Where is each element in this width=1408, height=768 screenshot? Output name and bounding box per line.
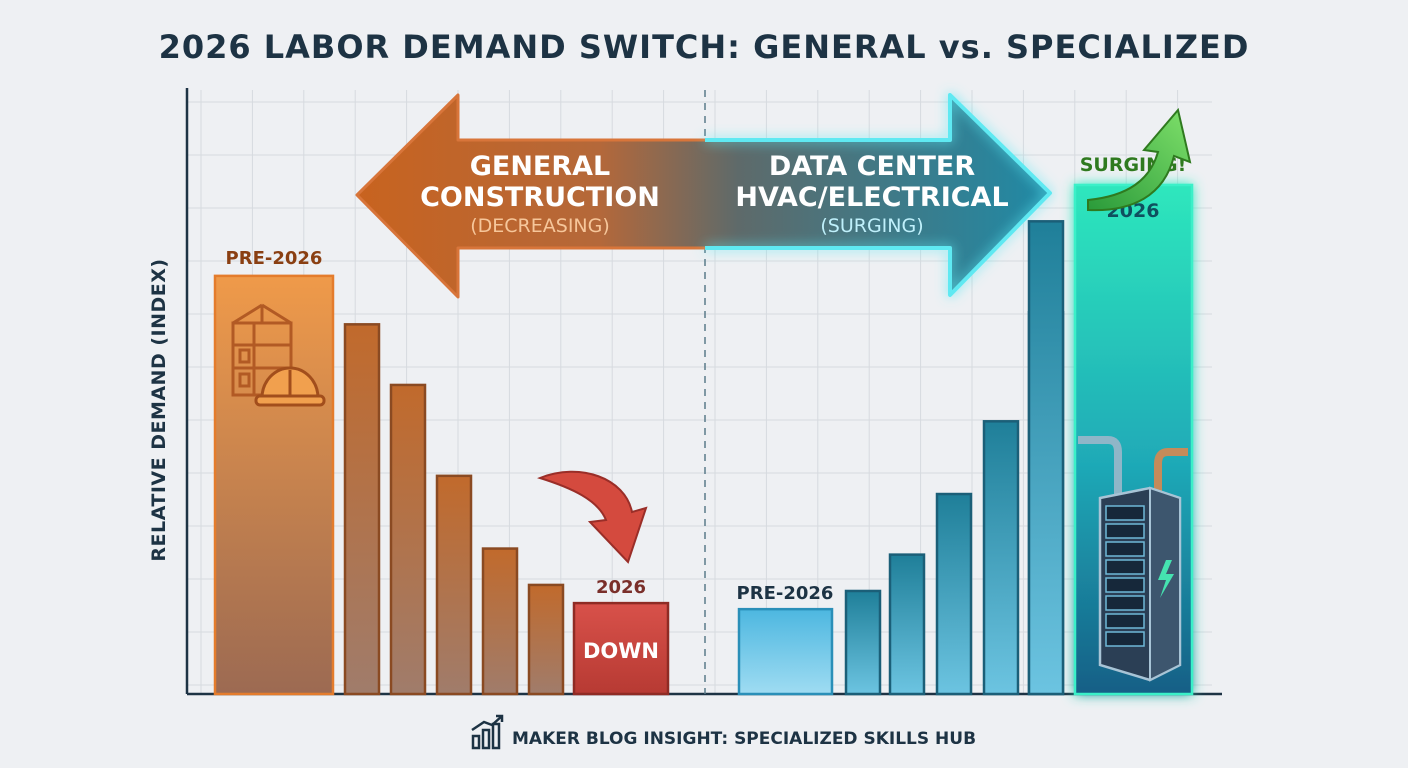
specialized-bar-1 [737,607,834,696]
specialized-bar-2 [844,589,882,696]
server-rack-icon [1078,436,1188,682]
arrow-left-line1: GENERAL [470,151,611,182]
arrow-right-line2: HVAC/ELECTRICAL [735,182,1008,213]
general-bar-4 [435,474,473,696]
arrow-right-glow [705,93,1052,297]
specialized-bar-5 [982,420,1020,696]
specialized-bar-4 [935,492,973,696]
hard-hat-icon [254,366,326,407]
general-2026-label: 2026 [596,577,646,598]
chart-title: 2026 LABOR DEMAND SWITCH: GENERAL vs. SP… [159,28,1250,66]
specialized-pre-2026-label: PRE-2026 [737,583,834,604]
construction-building-icon [231,303,293,397]
y-axis-label: RELATIVE DEMAND (INDEX) [148,258,170,561]
specialized-bar-3 [888,553,926,696]
arrow-left-sub: (DECREASING) [470,215,610,237]
down-label: DOWN [583,639,659,663]
general-bar-3 [389,383,427,696]
general-bar-2 [343,323,381,696]
general-pre-2026-label: PRE-2026 [226,248,323,269]
footer: MAKER BLOG INSIGHT: SPECIALIZED SKILLS H… [471,714,976,750]
footer-text: MAKER BLOG INSIGHT: SPECIALIZED SKILLS H… [512,729,976,749]
arrow-right-sub: (SURGING) [820,215,923,237]
specialized-bar-7 [1027,220,1065,696]
general-bar-6 [527,583,565,696]
arrow-right-line1: DATA CENTER [769,151,976,182]
transition-arrow: GENERAL CONSTRUCTION (DECREASING) DATA C… [355,93,1052,299]
growth-chart-icon [471,714,504,750]
general-bar-5 [481,547,519,696]
arrow-left-line2: CONSTRUCTION [420,182,660,213]
down-trend-arrow-icon [537,470,648,564]
general-bar-7 [572,601,670,696]
up-trend-arrow-icon [1087,107,1192,212]
